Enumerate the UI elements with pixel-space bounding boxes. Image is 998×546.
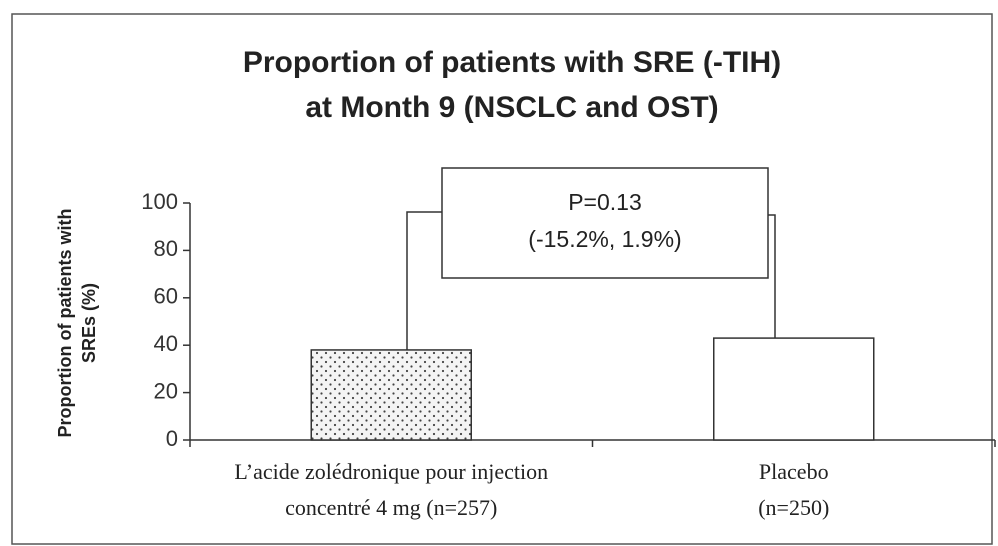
x-tick-label: concentré 4 mg (n=257) [285,495,497,520]
bar [713,337,875,441]
y-tick-label: 40 [154,331,178,356]
x-tick-label: L’acide zolédronique pour injection [234,459,548,484]
annotation: P=0.13 (-15.2%, 1.9%) [528,189,681,252]
annotation-line: P=0.13 [568,189,642,215]
annotation-box [441,167,769,279]
y-tick-label: 80 [154,236,178,261]
y-label-line: SREs (%) [79,283,99,363]
y-axis-label: Proportion of patients with SREs (%) [55,209,99,438]
y-tick-label: 60 [154,284,178,309]
bracket [768,214,776,338]
title-line: at Month 9 (NSCLC and OST) [305,91,718,124]
y-tick-label: 100 [141,189,178,214]
title-line: Proportion of patients with SRE (-TIH) [243,46,781,79]
y-tick-label: 20 [154,378,178,403]
bracket [406,211,442,350]
x-tick-label: Placebo [759,459,829,484]
frame [11,13,993,545]
bar [310,349,472,441]
y-label-line: Proportion of patients with [55,209,75,438]
annotation-line: (-15.2%, 1.9%) [528,226,681,252]
title: Proportion of patients with SRE (-TIH) at… [243,46,781,124]
y-tick-label: 0 [166,426,178,451]
x-tick-label: (n=250) [758,495,829,520]
